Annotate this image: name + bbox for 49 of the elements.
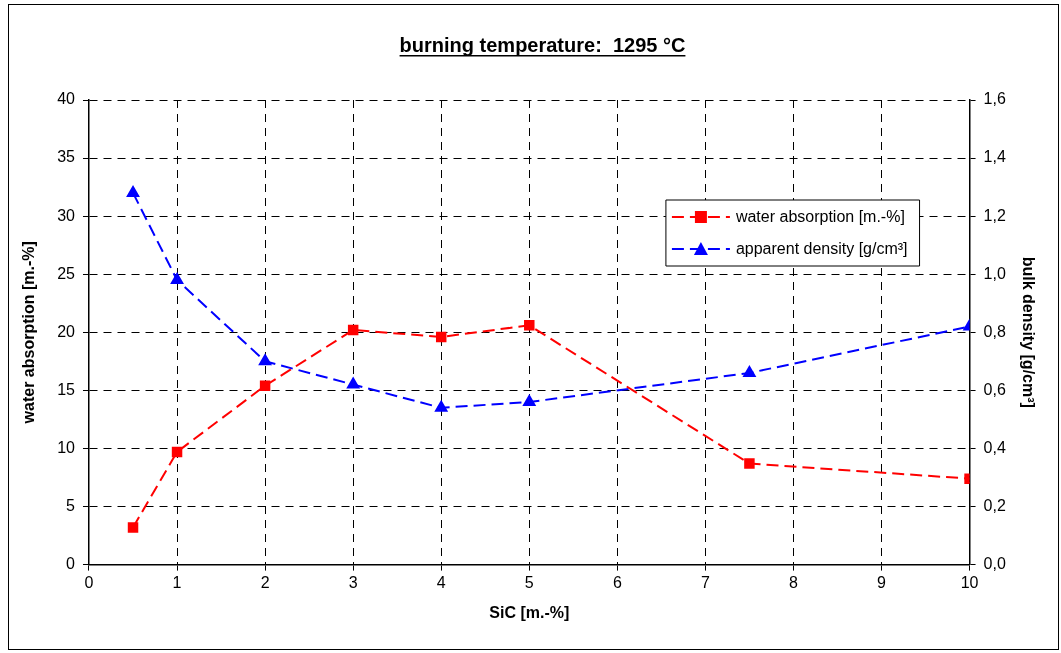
- x-tick-label: 10: [960, 573, 979, 591]
- point: [435, 331, 447, 343]
- y-tick-label: 35: [57, 148, 76, 166]
- legend-label: apparent density [g/cm³]: [735, 240, 908, 258]
- x-tick-label: 8: [788, 573, 798, 591]
- y-tick-label: 5: [66, 496, 76, 514]
- point: [524, 320, 535, 331]
- x-axis-title: SiC [m.-%]: [489, 603, 570, 621]
- point: [259, 380, 271, 391]
- x-tick-label: 6: [612, 573, 622, 591]
- legend-label: water absorption [m.-%]: [734, 208, 905, 226]
- y-tick-label: 10: [57, 438, 76, 456]
- y-tick-label: 20: [57, 322, 76, 340]
- point: [435, 400, 448, 412]
- point: [127, 522, 139, 533]
- y-tick-label: 15: [57, 380, 76, 398]
- chart-title: burning temperature: 1295 °C: [399, 34, 686, 56]
- y2-tick-label: 0,0: [983, 555, 1006, 573]
- y2-tick-label: 0,8: [983, 322, 1006, 340]
- x-tick-label: 4: [436, 573, 446, 591]
- point: [347, 324, 359, 336]
- point: [170, 273, 184, 285]
- x-tick-label: 3: [348, 573, 358, 591]
- point: [258, 354, 272, 366]
- x-tick-label: 9: [877, 573, 887, 591]
- y2-tick-label: 1,2: [983, 206, 1006, 224]
- y2-axis-title: bulk density [g/cm³]: [1019, 256, 1037, 408]
- y2-tick-label: 1,4: [983, 148, 1006, 166]
- x-tick-label: 7: [700, 573, 710, 591]
- point: [171, 446, 183, 458]
- y-tick-label: 30: [57, 206, 76, 224]
- point: [126, 185, 140, 197]
- x-tick-label: 2: [260, 573, 270, 591]
- y2-tick-label: 1,0: [983, 264, 1006, 282]
- y-tick-label: 40: [57, 90, 76, 108]
- y2-tick-label: 1,6: [983, 90, 1006, 108]
- x-tick-label: 0: [84, 573, 94, 591]
- y2-tick-label: 0,2: [983, 496, 1006, 514]
- point: [743, 365, 756, 377]
- y-tick-label: 0: [66, 555, 76, 573]
- y-tick-label: 25: [57, 264, 76, 282]
- point: [346, 377, 360, 389]
- y2-tick-label: 0,6: [983, 380, 1006, 398]
- x-tick-label: 1: [172, 573, 182, 591]
- point: [744, 458, 755, 469]
- y-axis-title: water absorption [m.-%]: [20, 241, 38, 425]
- x-tick-label: 5: [524, 573, 534, 591]
- point: [523, 394, 536, 406]
- y2-tick-label: 0,4: [983, 438, 1006, 456]
